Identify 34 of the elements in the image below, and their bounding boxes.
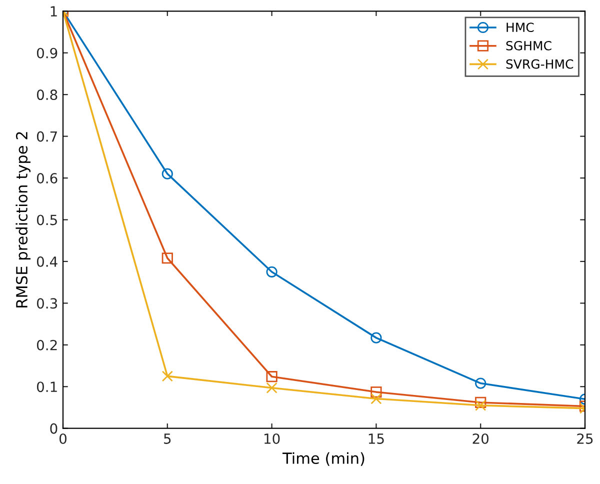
point xyxy=(475,400,486,411)
point xyxy=(162,252,173,264)
y-tick-label: 0.2 xyxy=(36,340,57,350)
legend-label: SGHMC xyxy=(506,40,552,50)
y-tick-label: 0 xyxy=(50,423,58,434)
y-axis-title: RMSE prediction type 2 xyxy=(16,132,30,308)
x-tick-label: 0 xyxy=(59,433,66,444)
point xyxy=(370,332,382,344)
point xyxy=(266,371,278,382)
y-tick-label: 0.4 xyxy=(36,256,58,267)
point xyxy=(475,396,486,408)
y-tick-label: 0.1 xyxy=(36,382,57,392)
y-tick-label: 0.5 xyxy=(36,214,57,226)
y-tick-label: 0.3 xyxy=(36,298,58,309)
point xyxy=(475,378,486,389)
x-tick-label: 10 xyxy=(264,433,280,444)
x-axis-title: Time (min) xyxy=(282,452,364,466)
point xyxy=(162,168,173,180)
point xyxy=(370,386,382,398)
x-tick-label: 15 xyxy=(368,434,384,444)
y-tick-label: 0.8 xyxy=(36,90,58,100)
point xyxy=(370,393,382,404)
legend-label: SVRG-HMC xyxy=(506,59,574,69)
y-tick-label: 1 xyxy=(50,6,57,16)
point xyxy=(266,382,278,394)
y-tick-label: 0.6 xyxy=(36,172,58,184)
y-tick-label: 0.7 xyxy=(36,131,57,142)
x-tick-label: 20 xyxy=(472,433,489,444)
x-tick-label: 25 xyxy=(577,433,593,444)
point xyxy=(162,370,173,382)
point xyxy=(266,266,278,278)
y-tick-label: 0.9 xyxy=(36,48,58,58)
x-tick-label: 5 xyxy=(164,434,171,444)
legend-label: HMC xyxy=(506,22,534,32)
